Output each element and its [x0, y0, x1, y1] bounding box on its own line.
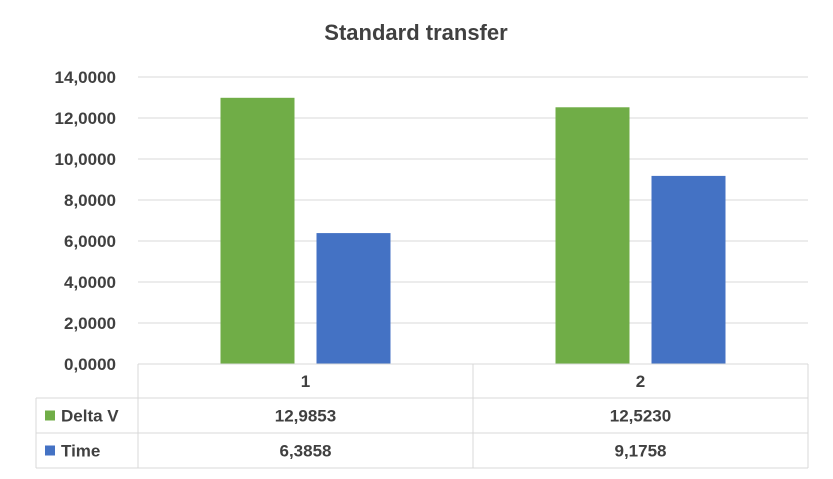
y-tick-label: 12,0000: [55, 109, 116, 128]
legend-swatch-delta-v: [45, 410, 55, 421]
data-table: 1 2 Delta V 12,9853 12,5230 Time 6,3858 9,1758: [35, 363, 809, 469]
bar-delta-v-1: [220, 97, 295, 364]
y-tick-label: 4,0000: [64, 273, 116, 292]
category-label: 1: [301, 372, 310, 391]
bar-delta-v-2: [555, 107, 630, 364]
data-label: 12,5230: [610, 407, 671, 426]
legend-swatch-time: [45, 445, 55, 456]
y-tick-label: 2,0000: [64, 314, 116, 333]
category-label: 2: [636, 372, 645, 391]
bars: [220, 97, 726, 364]
data-label: 12,9853: [275, 407, 336, 426]
legend-label: Delta V: [61, 407, 119, 426]
legend-label: Time: [61, 442, 100, 461]
y-tick-label: 0,0000: [64, 355, 116, 374]
y-tick-label: 10,0000: [55, 150, 116, 169]
bar-time-2: [651, 175, 726, 364]
y-axis-ticks: 0,0000 2,0000 4,0000 6,0000 8,0000 10,0000 12,…: [55, 68, 116, 374]
chart-title: Standard transfer: [324, 20, 508, 45]
y-tick-label: 8,0000: [64, 191, 116, 210]
data-label: 6,3858: [280, 442, 332, 461]
data-label: 9,1758: [615, 442, 667, 461]
y-tick-label: 14,0000: [55, 68, 116, 87]
y-tick-label: 6,0000: [64, 232, 116, 251]
bar-time-1: [316, 233, 391, 364]
